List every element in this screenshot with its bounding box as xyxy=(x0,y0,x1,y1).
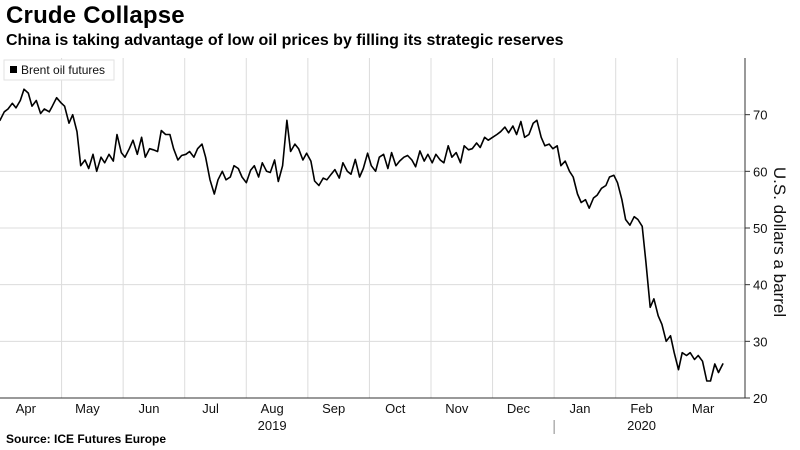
y-tick-label: 30 xyxy=(753,334,767,349)
x-tick-label: Aug xyxy=(261,401,284,416)
grid-layer xyxy=(0,58,745,399)
x-tick-label: Sep xyxy=(322,401,345,416)
y-tick-label: 50 xyxy=(753,221,767,236)
axes-layer: 20 30 40 50 60 70 Apr May Jun Jul Aug Sep Oct Nov Dec J… xyxy=(0,58,767,434)
x-tick-label: Oct xyxy=(385,401,406,416)
y-tick-label: 40 xyxy=(753,278,767,293)
x-tick-label: Jun xyxy=(139,401,160,416)
x-tick-label: Apr xyxy=(16,401,37,416)
year-label: 2019 xyxy=(258,418,287,433)
x-tick-label: Mar xyxy=(692,401,715,416)
x-tick-label: May xyxy=(75,401,100,416)
y-tick-label: 70 xyxy=(753,108,767,123)
year-label: 2020 xyxy=(627,418,656,433)
x-tick-label: Jul xyxy=(202,401,219,416)
chart-title: Crude Collapse xyxy=(6,2,185,29)
chart-subtitle: China is taking advantage of low oil pri… xyxy=(6,32,564,49)
legend-swatch xyxy=(10,66,17,73)
legend: Brent oil futures xyxy=(3,59,115,81)
legend-box xyxy=(3,59,115,81)
y-tick-label: 20 xyxy=(753,391,767,406)
x-tick-label: Nov xyxy=(445,401,469,416)
series-line-brent xyxy=(0,88,724,382)
y-tick-label: 60 xyxy=(753,164,767,179)
series-layer xyxy=(0,88,724,382)
y-axis-label: U.S. dollars a barrel xyxy=(770,167,789,317)
x-tick-label: Jan xyxy=(570,401,591,416)
source-note: Source: ICE Futures Europe xyxy=(6,432,167,446)
legend-label: Brent oil futures xyxy=(21,63,105,77)
x-tick-label: Feb xyxy=(630,401,652,416)
x-tick-label: Dec xyxy=(507,401,531,416)
